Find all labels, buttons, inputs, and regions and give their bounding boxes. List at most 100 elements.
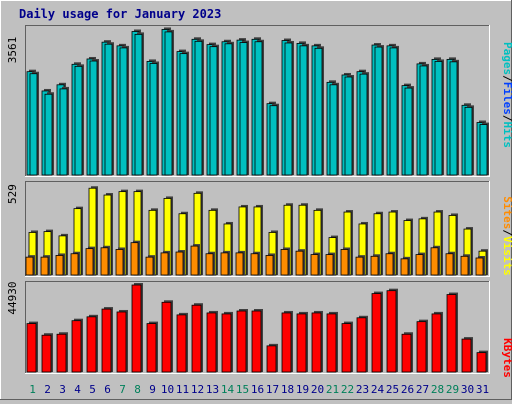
files-bar-14 — [224, 43, 233, 176]
bottom-legend: KBytes — [501, 338, 512, 378]
files-bar-27 — [419, 65, 428, 176]
sites-bar-18 — [280, 249, 289, 276]
files-bar-11 — [179, 53, 188, 176]
kbytes-bar-13 — [206, 312, 217, 373]
sites-bar-20 — [310, 254, 319, 276]
kbytes-bar-4 — [71, 320, 82, 373]
sites-bar-30 — [460, 255, 469, 276]
sites-bar-14 — [220, 252, 229, 276]
sites-bar-29 — [445, 253, 454, 276]
top-legend: Pages/Files/Hits — [501, 42, 512, 148]
day-label-4: 4 — [74, 383, 81, 396]
legend-sep-3: / — [501, 229, 512, 236]
sites-bar-27 — [415, 254, 424, 276]
sites-bar-23 — [355, 256, 364, 276]
files-bar-12 — [194, 40, 203, 176]
day-label-7: 7 — [119, 383, 126, 396]
kbytes-bar-3 — [56, 333, 67, 373]
files-bar-31 — [479, 124, 488, 176]
day-label-25: 25 — [386, 383, 399, 396]
sites-bar-5 — [85, 248, 94, 276]
day-label-19: 19 — [296, 383, 309, 396]
files-bar-1 — [29, 73, 38, 176]
bottom-ymax-label: 44930 — [6, 281, 19, 314]
kbytes-bar-30 — [461, 338, 472, 373]
sites-bar-11 — [175, 251, 184, 276]
files-bar-18 — [284, 42, 293, 176]
sites-bar-10 — [160, 252, 169, 276]
day-label-10: 10 — [161, 383, 174, 396]
files-bar-2 — [44, 93, 53, 176]
sites-bar-4 — [70, 253, 79, 276]
day-label-18: 18 — [281, 383, 294, 396]
day-label-16: 16 — [251, 383, 264, 396]
kbytes-bar-11 — [176, 314, 187, 373]
kbytes-bar-17 — [266, 345, 277, 373]
day-label-24: 24 — [371, 383, 385, 396]
day-label-30: 30 — [461, 383, 474, 396]
sites-bar-17 — [265, 255, 274, 276]
kbytes-bar-26 — [401, 333, 412, 373]
kbytes-bar-24 — [371, 293, 382, 373]
legend-sep-1: / — [501, 75, 512, 82]
kbytes-bar-12 — [191, 304, 202, 373]
files-bar-24 — [374, 46, 383, 176]
day-label-27: 27 — [416, 383, 429, 396]
files-bar-5 — [89, 60, 98, 176]
sites-bar-24 — [370, 255, 379, 276]
sites-bar-13 — [205, 253, 214, 276]
day-label-12: 12 — [191, 383, 204, 396]
kbytes-bar-15 — [236, 310, 247, 373]
kbytes-bar-8 — [131, 284, 142, 373]
kbytes-bar-16 — [251, 310, 262, 373]
files-bar-30 — [464, 106, 473, 176]
day-label-31: 31 — [476, 383, 489, 396]
sites-bar-22 — [340, 249, 349, 276]
sites-bar-3 — [55, 255, 64, 276]
files-bar-25 — [389, 47, 398, 176]
day-label-15: 15 — [236, 383, 249, 396]
top-ymax-label: 3561 — [6, 37, 19, 64]
day-label-23: 23 — [356, 383, 369, 396]
files-bar-8 — [134, 33, 143, 176]
middle-ymax-label: 529 — [6, 184, 19, 204]
day-label-17: 17 — [266, 383, 279, 396]
day-label-2: 2 — [44, 383, 51, 396]
sites-bar-16 — [250, 253, 259, 276]
legend-pages: Pages — [501, 42, 512, 75]
files-bar-13 — [209, 46, 218, 176]
legend-hits: Hits — [501, 122, 512, 149]
files-bar-21 — [329, 84, 338, 176]
day-label-6: 6 — [104, 383, 111, 396]
day-label-20: 20 — [311, 383, 324, 396]
files-bar-22 — [344, 76, 353, 176]
files-bar-28 — [434, 61, 443, 176]
sites-bar-26 — [400, 258, 409, 276]
sites-bar-6 — [100, 247, 109, 276]
day-label-8: 8 — [134, 383, 141, 396]
files-bar-19 — [299, 45, 308, 176]
kbytes-bar-2 — [41, 334, 52, 373]
sites-bar-15 — [235, 252, 244, 276]
kbytes-bar-25 — [386, 290, 397, 373]
day-label-9: 9 — [149, 383, 156, 396]
day-label-5: 5 — [89, 383, 96, 396]
legend-visits: Visits — [501, 236, 512, 276]
day-label-21: 21 — [326, 383, 339, 396]
kbytes-bar-28 — [431, 313, 442, 373]
kbytes-bar-23 — [356, 317, 367, 373]
day-label-11: 11 — [176, 383, 189, 396]
sites-bar-9 — [145, 256, 154, 276]
day-label-28: 28 — [431, 383, 444, 396]
day-label-13: 13 — [206, 383, 219, 396]
kbytes-bar-19 — [296, 313, 307, 373]
files-bar-10 — [164, 31, 173, 176]
kbytes-bar-29 — [446, 294, 457, 373]
kbytes-bar-21 — [326, 313, 337, 373]
day-label-29: 29 — [446, 383, 459, 396]
day-label-26: 26 — [401, 383, 414, 396]
kbytes-bar-22 — [341, 323, 352, 373]
files-bar-7 — [119, 47, 128, 176]
